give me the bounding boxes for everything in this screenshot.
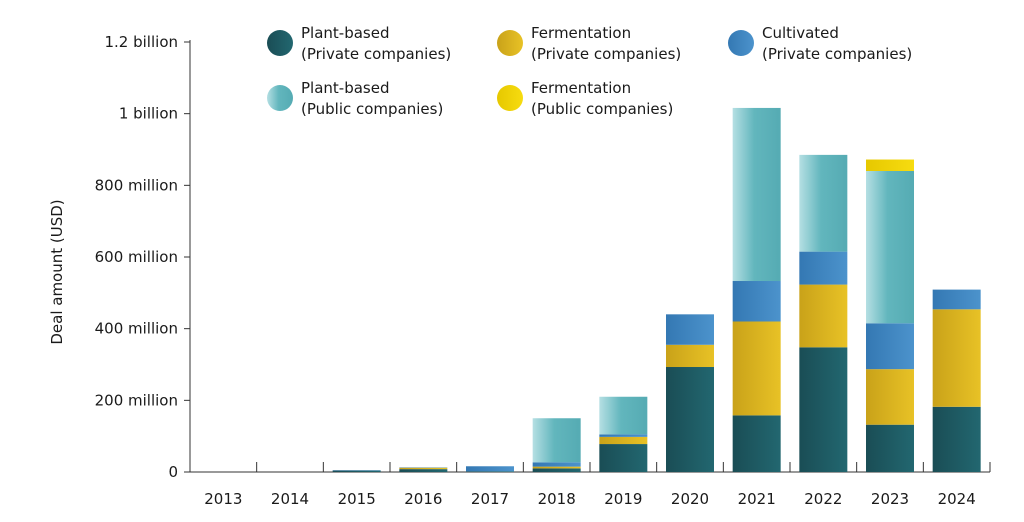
y-tick-label: 200 million <box>95 391 178 409</box>
bar-segment-pb_private-2021 <box>732 415 781 472</box>
bar-segment-cult_private-2024 <box>932 289 981 310</box>
bar-segment-cult_private-2022 <box>799 251 848 285</box>
x-tick-label: 2023 <box>871 490 909 508</box>
x-tick-label: 2017 <box>471 490 509 508</box>
bar-segment-pb_private-2023 <box>866 424 914 472</box>
bar-segment-pb_public-2018 <box>532 418 581 463</box>
bar-segment-fer_private-2022 <box>799 284 848 348</box>
x-tick-label: 2024 <box>938 490 976 508</box>
legend-sublabel-fer_private: (Private companies) <box>531 45 681 63</box>
legend-sublabel-cult_private: (Private companies) <box>762 45 912 63</box>
bar-segment-pb_public-2023 <box>866 171 914 324</box>
bar-segment-pb_private-2018 <box>532 468 581 472</box>
y-axis-title: Deal amount (USD) <box>48 199 66 344</box>
legend-label-pb_private: Plant-based <box>301 24 389 42</box>
bar-segment-fer_private-2021 <box>732 321 781 416</box>
bar-segment-pb_public-2022 <box>799 154 848 252</box>
bar-segment-pb_private-2020 <box>666 367 714 472</box>
legend-label-pb_public: Plant-based <box>301 79 389 97</box>
bar-segment-fer_private-2024 <box>932 309 981 407</box>
bar-segment-fer_private-2018 <box>532 466 581 469</box>
legend-label-cult_private: Cultivated <box>762 24 839 42</box>
legend-sublabel-pb_private: (Private companies) <box>301 45 451 63</box>
y-tick-label: 0 <box>168 463 178 481</box>
legend-swatch-cult_private <box>728 30 754 56</box>
bar-segment-pb_private-2016 <box>399 469 448 472</box>
bar-segment-fer_private-2023 <box>866 369 914 425</box>
bar-segment-cult_private-2019 <box>599 434 648 437</box>
bar-segment-pb_private-2015 <box>332 470 381 472</box>
legend-swatch-fer_public <box>497 85 523 111</box>
bar-segment-cult_private-2021 <box>732 281 781 322</box>
bar-segment-pb_public-2021 <box>732 107 781 282</box>
legend-sublabel-fer_public: (Public companies) <box>531 100 673 118</box>
bar-segment-pb_private-2022 <box>799 347 848 472</box>
bar-segment-fer_private-2019 <box>599 436 648 445</box>
x-tick-label: 2020 <box>671 490 709 508</box>
bar-segment-pb_private-2024 <box>932 406 981 472</box>
bar-segment-pb_private-2019 <box>599 444 648 472</box>
bar-segment-cult_private-2023 <box>866 323 914 370</box>
legend-swatch-pb_public <box>267 85 293 111</box>
y-tick-label: 1.2 billion <box>105 33 179 51</box>
x-ticks: 2013 2014 2015 2016 2017 2018 2019 2020 2021 2022… <box>189 462 991 508</box>
bar-segment-fer_private-2020 <box>666 344 714 368</box>
x-tick-label: 2014 <box>271 490 309 508</box>
y-tick-label: 600 million <box>95 248 178 266</box>
x-tick-label: 2022 <box>804 490 842 508</box>
bar-segment-cult_private-2017 <box>466 466 514 472</box>
bar-segment-cult_private-2018 <box>532 462 581 467</box>
y-tick-label: 1 billion <box>119 105 178 123</box>
legend-swatch-pb_private <box>267 30 293 56</box>
x-tick-label: 2021 <box>738 490 776 508</box>
bar-segment-fer_private-2016 <box>399 467 448 470</box>
x-tick-label: 2016 <box>404 490 442 508</box>
bar-segment-pb_private-2017 <box>466 471 514 472</box>
y-ticks: 0 200 million 400 million 600 million 800 mi… <box>95 33 190 481</box>
legend-swatch-fer_private <box>497 30 523 56</box>
bar-segment-fer_public-2023 <box>866 159 914 171</box>
x-tick-label: 2018 <box>538 490 576 508</box>
legend-sublabel-pb_public: (Public companies) <box>301 100 443 118</box>
x-tick-label: 2019 <box>604 490 642 508</box>
bars <box>332 107 981 472</box>
y-tick-label: 800 million <box>95 176 178 194</box>
legend-label-fer_public: Fermentation <box>531 79 631 97</box>
bar-segment-pb_public-2019 <box>599 396 648 435</box>
x-tick-label: 2013 <box>204 490 242 508</box>
y-tick-label: 400 million <box>95 320 178 338</box>
legend-label-fer_private: Fermentation <box>531 24 631 42</box>
bar-segment-cult_private-2020 <box>666 314 714 345</box>
x-tick-label: 2015 <box>338 490 376 508</box>
legend: Plant-based (Private companies) Fermentati… <box>267 24 912 118</box>
